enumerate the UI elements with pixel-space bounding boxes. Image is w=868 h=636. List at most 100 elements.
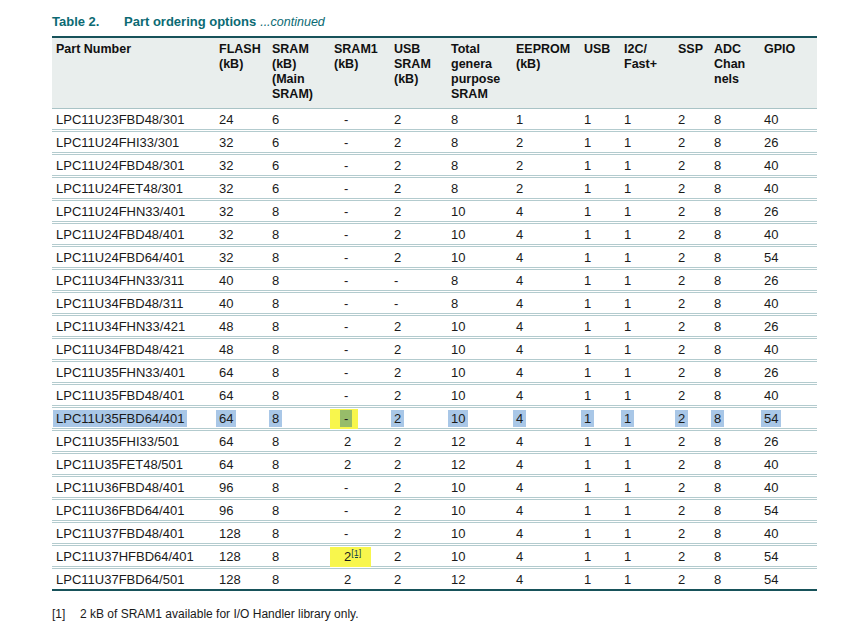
- value-cell[interactable]: 2: [330, 430, 390, 453]
- value-cell[interactable]: 2: [674, 545, 710, 568]
- value-cell[interactable]: -: [330, 407, 390, 430]
- value-cell[interactable]: -: [330, 315, 390, 338]
- value-cell[interactable]: 10: [447, 246, 512, 269]
- value-cell[interactable]: 1: [580, 131, 620, 154]
- value-cell[interactable]: 10: [447, 407, 512, 430]
- value-cell[interactable]: 1: [580, 476, 620, 499]
- value-cell[interactable]: -: [330, 223, 390, 246]
- value-cell[interactable]: 2: [674, 269, 710, 292]
- value-cell[interactable]: -: [330, 522, 390, 545]
- value-cell[interactable]: 40: [215, 269, 268, 292]
- table-row[interactable]: LPC11U36FBD64/401968-2104112854: [52, 499, 817, 522]
- value-cell[interactable]: 12: [447, 430, 512, 453]
- value-cell[interactable]: 6: [268, 177, 330, 200]
- value-cell[interactable]: 8: [268, 476, 330, 499]
- value-cell[interactable]: 4: [512, 315, 580, 338]
- value-cell[interactable]: 2: [674, 315, 710, 338]
- value-cell[interactable]: 2: [674, 223, 710, 246]
- part-number-cell[interactable]: LPC11U35FBD64/401: [52, 407, 215, 430]
- value-cell[interactable]: 10: [447, 361, 512, 384]
- value-cell[interactable]: 128: [215, 522, 268, 545]
- table-row[interactable]: LPC11U34FBD48/421488-2104112840: [52, 338, 817, 361]
- value-cell[interactable]: -: [330, 154, 390, 177]
- value-cell[interactable]: 8: [268, 315, 330, 338]
- value-cell[interactable]: 1: [620, 131, 674, 154]
- value-cell[interactable]: 2: [674, 109, 710, 131]
- value-cell[interactable]: 10: [447, 476, 512, 499]
- value-cell[interactable]: 54: [760, 568, 817, 591]
- table-row[interactable]: LPC11U35FBD48/401648-2104112840: [52, 384, 817, 407]
- value-cell[interactable]: 40: [760, 522, 817, 545]
- table-row[interactable]: LPC11U34FHN33/421488-2104112826: [52, 315, 817, 338]
- value-cell[interactable]: 26: [760, 361, 817, 384]
- value-cell[interactable]: 1: [620, 361, 674, 384]
- value-cell[interactable]: -: [330, 109, 390, 131]
- value-cell[interactable]: 2: [674, 384, 710, 407]
- value-cell[interactable]: 2[1]: [330, 545, 390, 568]
- value-cell[interactable]: 26: [760, 269, 817, 292]
- value-cell[interactable]: 4: [512, 453, 580, 476]
- value-cell[interactable]: -: [330, 177, 390, 200]
- table-row[interactable]: LPC11U37FBD64/501128822124112854: [52, 568, 817, 591]
- value-cell[interactable]: 8: [268, 453, 330, 476]
- value-cell[interactable]: 1: [620, 292, 674, 315]
- value-cell[interactable]: 32: [215, 246, 268, 269]
- value-cell[interactable]: 1: [620, 177, 674, 200]
- value-cell[interactable]: 8: [268, 522, 330, 545]
- value-cell[interactable]: 1: [620, 315, 674, 338]
- value-cell[interactable]: 1: [580, 292, 620, 315]
- value-cell[interactable]: 8: [710, 361, 760, 384]
- value-cell[interactable]: -: [330, 384, 390, 407]
- value-cell[interactable]: -: [330, 338, 390, 361]
- value-cell[interactable]: 2: [674, 522, 710, 545]
- value-cell[interactable]: 40: [760, 453, 817, 476]
- value-cell[interactable]: 8: [268, 568, 330, 591]
- value-cell[interactable]: 1: [620, 223, 674, 246]
- value-cell[interactable]: 32: [215, 223, 268, 246]
- table-row[interactable]: LPC11U24FET48/301326-282112840: [52, 177, 817, 200]
- value-cell[interactable]: 8: [710, 476, 760, 499]
- value-cell[interactable]: 1: [580, 522, 620, 545]
- value-cell[interactable]: 8: [710, 269, 760, 292]
- part-number-cell[interactable]: LPC11U35FBD48/401: [52, 384, 215, 407]
- value-cell[interactable]: 10: [447, 384, 512, 407]
- part-number-cell[interactable]: LPC11U37FBD48/401: [52, 522, 215, 545]
- value-cell[interactable]: 2: [674, 177, 710, 200]
- value-cell[interactable]: 2: [390, 154, 447, 177]
- value-cell[interactable]: 40: [760, 223, 817, 246]
- value-cell[interactable]: 1: [620, 384, 674, 407]
- value-cell[interactable]: 4: [512, 361, 580, 384]
- value-cell[interactable]: 2: [390, 109, 447, 131]
- value-cell[interactable]: 96: [215, 476, 268, 499]
- value-cell[interactable]: 8: [710, 246, 760, 269]
- table-row[interactable]: LPC11U35FHN33/401648-2104112826: [52, 361, 817, 384]
- value-cell[interactable]: 26: [760, 131, 817, 154]
- value-cell[interactable]: 40: [760, 338, 817, 361]
- value-cell[interactable]: 64: [215, 453, 268, 476]
- value-cell[interactable]: 8: [447, 269, 512, 292]
- value-cell[interactable]: 8: [710, 338, 760, 361]
- value-cell[interactable]: 1: [580, 361, 620, 384]
- value-cell[interactable]: 10: [447, 545, 512, 568]
- table-row[interactable]: LPC11U35FHI33/50164822124112826: [52, 430, 817, 453]
- value-cell[interactable]: 40: [760, 384, 817, 407]
- table-row[interactable]: LPC11U23FBD48/301246-281112840: [52, 109, 817, 131]
- value-cell[interactable]: 8: [710, 131, 760, 154]
- value-cell[interactable]: 2: [674, 430, 710, 453]
- value-cell[interactable]: 10: [447, 522, 512, 545]
- value-cell[interactable]: 8: [710, 407, 760, 430]
- part-number-cell[interactable]: LPC11U24FBD48/301: [52, 154, 215, 177]
- part-number-cell[interactable]: LPC11U34FBD48/311: [52, 292, 215, 315]
- value-cell[interactable]: 1: [512, 109, 580, 131]
- value-cell[interactable]: 4: [512, 384, 580, 407]
- value-cell[interactable]: 2: [674, 338, 710, 361]
- value-cell[interactable]: 1: [580, 177, 620, 200]
- value-cell[interactable]: 10: [447, 200, 512, 223]
- value-cell[interactable]: 2: [674, 568, 710, 591]
- value-cell[interactable]: 1: [580, 154, 620, 177]
- value-cell[interactable]: 12: [447, 453, 512, 476]
- value-cell[interactable]: 2: [390, 223, 447, 246]
- value-cell[interactable]: 1: [620, 499, 674, 522]
- value-cell[interactable]: 4: [512, 407, 580, 430]
- value-cell[interactable]: 8: [268, 499, 330, 522]
